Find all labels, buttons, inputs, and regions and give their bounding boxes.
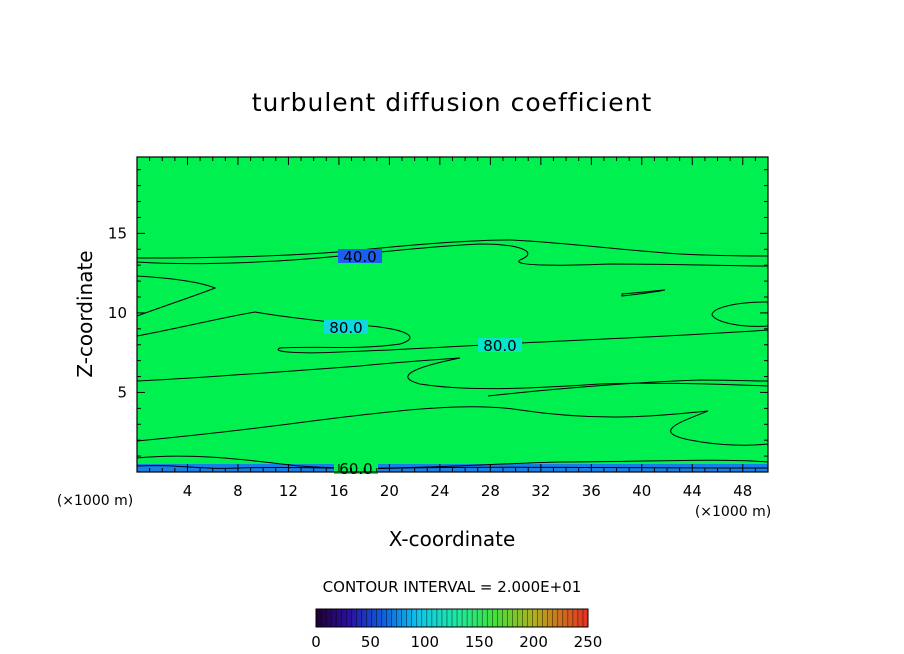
x-tick-label: 28 xyxy=(481,482,500,500)
y-tick-label: 10 xyxy=(108,304,127,322)
colorbar-tick-labels: 0 50 100 150 200 250 xyxy=(311,633,602,651)
contour-line xyxy=(487,379,768,397)
colorbar-tick-label: 200 xyxy=(519,633,548,651)
contour-line xyxy=(137,311,768,354)
contour-line xyxy=(137,275,217,317)
x-axis-left-unit: (×1000 m) xyxy=(57,493,133,509)
colorbar-tick-label: 250 xyxy=(574,633,603,651)
y-tick-label: 5 xyxy=(117,383,127,401)
contour-interval-note: CONTOUR INTERVAL = 2.000E+01 xyxy=(323,578,582,596)
x-tick-label: 12 xyxy=(279,482,298,500)
colorbar-stripes xyxy=(320,609,584,627)
x-tick-label: 40 xyxy=(632,482,651,500)
x-tick-label: 4 xyxy=(183,482,193,500)
contour-label-80-left: 80.0 xyxy=(329,319,362,337)
colorbar-tick-label: 50 xyxy=(361,633,380,651)
x-tick-label: 8 xyxy=(233,482,243,500)
plot-background-fill xyxy=(137,157,768,472)
contour-label-60: 60.0 xyxy=(339,460,372,478)
colorbar-tick-label: 0 xyxy=(311,633,321,651)
colorbar-tick-label: 150 xyxy=(465,633,494,651)
y-axis-label: Z-coordinate xyxy=(73,250,97,377)
contour-line xyxy=(137,406,768,446)
contour-line xyxy=(137,243,768,267)
x-tick-label: 32 xyxy=(531,482,550,500)
contour-label-80-right: 80.0 xyxy=(483,337,516,355)
y-tick-label: 15 xyxy=(108,224,127,242)
x-tick-label: 16 xyxy=(329,482,348,500)
x-tick-label: 24 xyxy=(430,482,449,500)
contour-line xyxy=(621,289,666,297)
colorbar-tick-label: 100 xyxy=(410,633,439,651)
contour-labels: 40.0 80.0 80.0 60.0 xyxy=(324,248,522,478)
x-tick-label: 20 xyxy=(380,482,399,500)
x-tick-label: 48 xyxy=(733,482,752,500)
contour-line xyxy=(711,301,768,327)
x-axis-label: X-coordinate xyxy=(389,527,516,551)
chart-title: turbulent diffusion coefficient xyxy=(252,88,653,117)
x-axis-ticks: 4 8 12 16 20 24 28 32 36 40 44 48 xyxy=(149,157,756,500)
contour-field xyxy=(137,157,768,472)
contour-lines xyxy=(137,239,768,470)
x-axis-right-unit: (×1000 m) xyxy=(695,504,771,520)
x-tick-label: 36 xyxy=(582,482,601,500)
x-tick-label: 44 xyxy=(683,482,702,500)
contour-line xyxy=(137,455,768,469)
contour-line xyxy=(137,465,768,470)
y-axis-ticks: 5 10 15 xyxy=(108,169,768,457)
contour-label-40: 40.0 xyxy=(343,248,376,266)
contour-line xyxy=(137,239,768,259)
